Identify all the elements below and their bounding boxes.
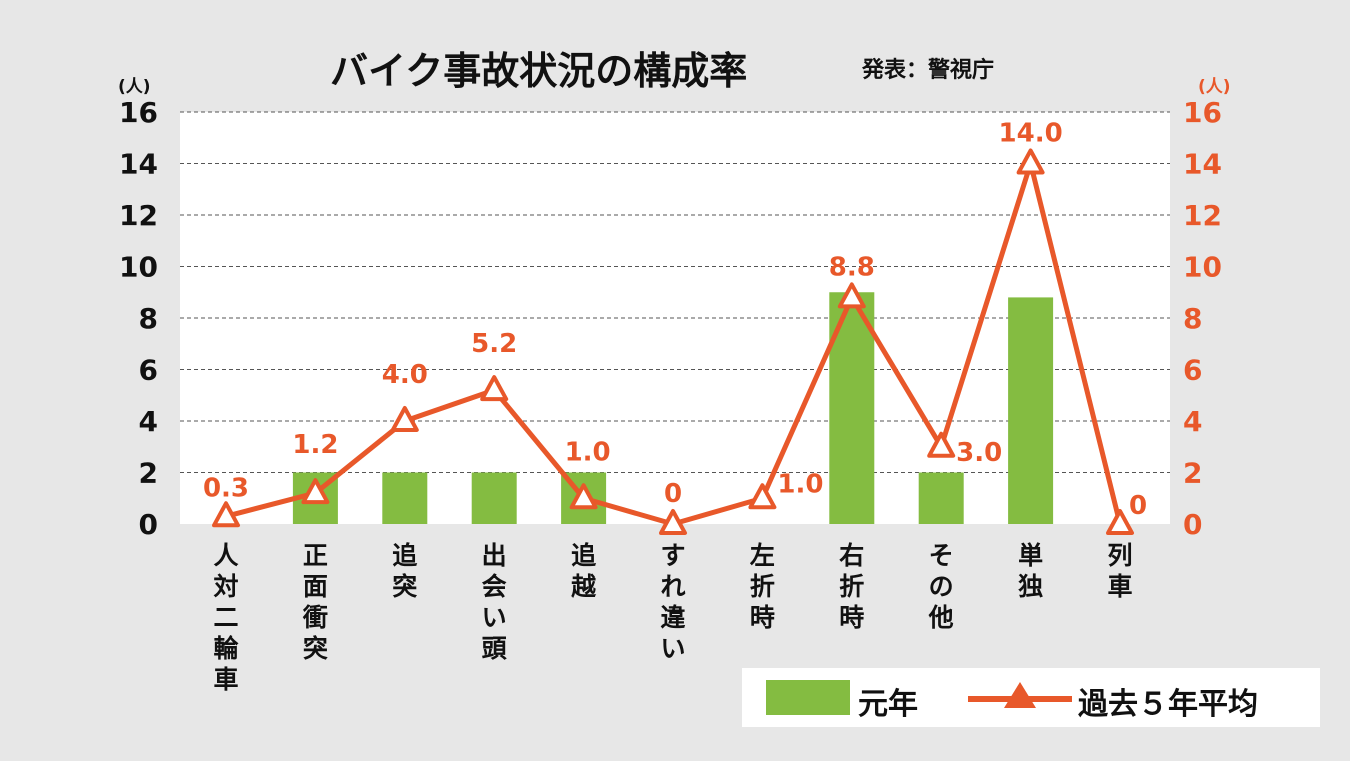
category-label: 左折時 [749,541,775,632]
left-axis-unit: (人) [118,77,151,97]
right-tick-label: 6 [1183,354,1202,387]
category-label: 単独 [1018,541,1044,601]
right-tick-label: 4 [1183,405,1202,438]
line-series [212,148,1134,535]
category-label: 正面衝突 [302,541,328,663]
category-label: 追越 [571,541,597,601]
line-marker [1016,148,1045,175]
bar-series [292,292,1054,524]
data-label: 4.0 [382,360,428,390]
line-marker [659,509,687,535]
category-label: 右折時 [839,541,865,632]
right-tick-label: 8 [1183,302,1202,335]
line-marker [301,478,330,505]
data-label: 0.3 [203,473,249,503]
data-label: 1.2 [292,430,338,460]
line-marker [748,483,777,510]
data-label: 0 [664,479,682,509]
data-label: 8.8 [829,252,875,282]
legend-line-swatch [968,682,1072,708]
right-tick-label: 14 [1183,148,1222,181]
legend-line-label: 過去５年平均 [1078,687,1258,722]
right-tick-label: 16 [1183,96,1222,129]
line-marker [927,431,956,458]
data-label: 5.2 [471,329,517,359]
data-label: 0 [1129,491,1147,521]
legend-bar-label: 元年 [858,687,918,722]
source-note: 発表：警視庁 [862,58,995,83]
gridlines [180,111,1170,473]
left-tick-label: 2 [139,457,158,490]
bar [1008,297,1054,524]
left-tick-label: 8 [139,302,158,335]
category-label: 人対二輪車 [213,541,239,694]
data-label: 3.0 [956,438,1002,468]
line-marker [837,282,866,309]
right-tick-label: 2 [1183,457,1202,490]
category-label: 列車 [1107,541,1133,601]
left-tick-label: 0 [139,508,158,541]
data-labels: 0.3 1.2 4.0 5.2 1.0 0 1.0 8.8 3.0 14.0 0 [203,119,1147,522]
line-marker [480,375,509,402]
line-marker [390,406,419,432]
line-marker [1106,509,1134,535]
left-tick-label: 10 [119,251,158,284]
legend: 元年 過去５年平均 [742,668,1320,727]
legend-bar-swatch [766,680,850,715]
bar [918,472,964,524]
left-tick-label: 12 [119,199,158,232]
right-tick-label: 12 [1183,199,1222,232]
bar [382,472,428,524]
axis-ticks: 0 0 2 2 4 4 6 6 8 8 10 10 12 12 14 14 16 16 [119,96,1222,541]
category-label: その他 [928,541,954,632]
data-label: 1.0 [565,437,611,467]
right-tick-label: 10 [1183,251,1222,284]
left-tick-label: 14 [119,148,158,181]
left-tick-label: 6 [139,354,158,387]
line-marker [569,483,598,510]
left-tick-label: 4 [139,405,158,438]
right-axis-unit: (人) [1198,77,1231,97]
bar [471,472,517,524]
right-tick-label: 0 [1183,508,1202,541]
category-label: 出会い頭 [481,541,507,663]
left-tick-label: 16 [119,96,158,129]
chart-title: バイク事故状況の構成率 [330,49,748,93]
data-label: 14.0 [999,119,1063,149]
line-marker [212,501,240,528]
category-label: すれ違い [660,541,686,663]
data-label: 1.0 [777,469,823,499]
category-label: 追突 [392,541,418,601]
